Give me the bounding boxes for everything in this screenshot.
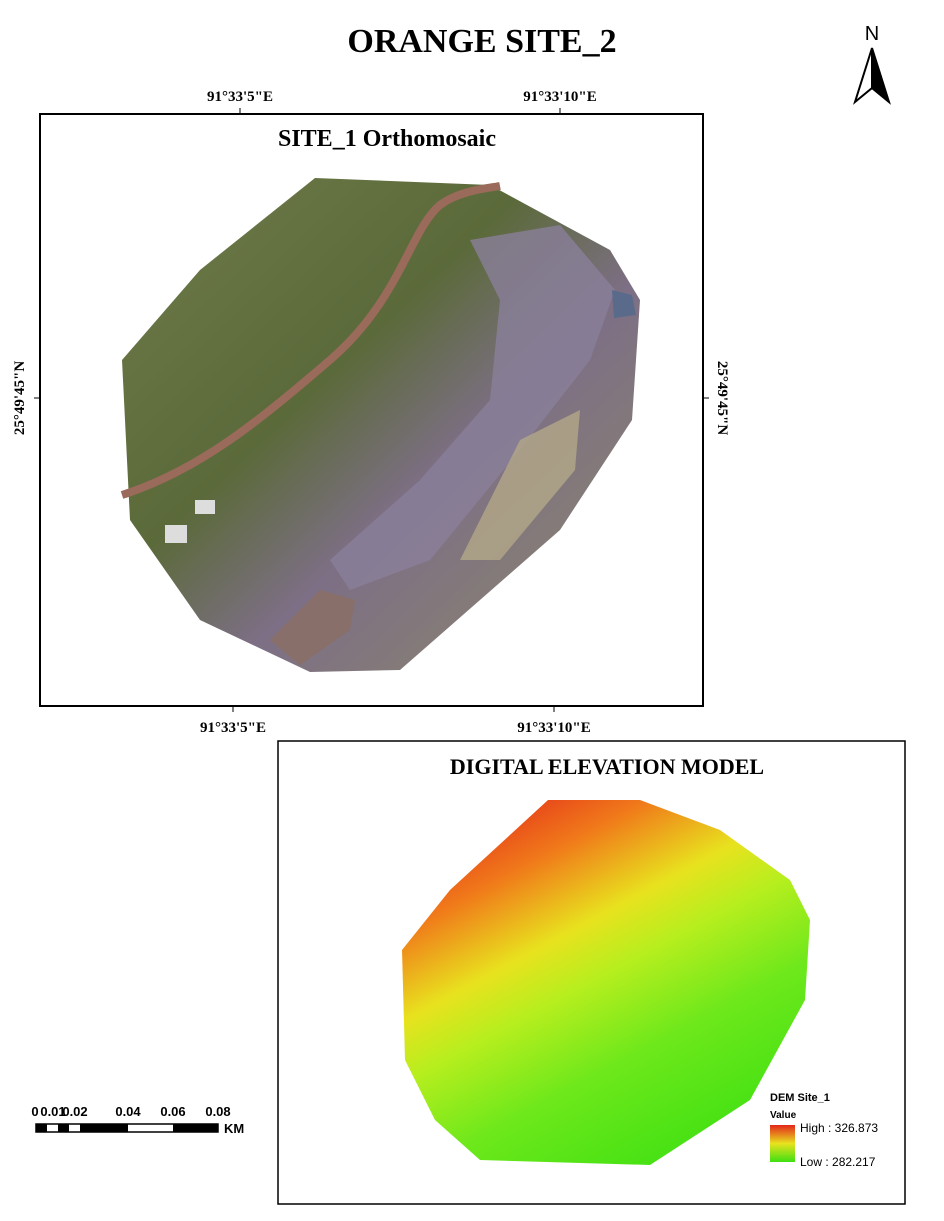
scale-label: 0.08 <box>205 1104 230 1119</box>
scale-unit: KM <box>224 1121 244 1136</box>
lon-label: 91°33'5"E <box>200 720 266 736</box>
scale-label: 0.04 <box>115 1104 141 1119</box>
scale-bar: 0 0.01 0.02 0.04 0.06 0.08 KM <box>31 1104 244 1136</box>
north-arrow: N <box>853 23 891 105</box>
dem-image <box>402 800 810 1165</box>
page-title: ORANGE SITE_2 <box>347 23 616 60</box>
legend-high: High : 326.873 <box>800 1121 878 1135</box>
lon-label: 91°33'5"E <box>207 89 273 105</box>
legend-title: DEM Site_1 <box>770 1092 830 1104</box>
lat-label: 25°49'45"N <box>714 361 730 435</box>
scale-label: 0.02 <box>62 1104 87 1119</box>
orthomosaic-panel: 91°33'5"E 91°33'10"E 91°33'5"E 91°33'10"… <box>12 89 730 736</box>
scale-label: 0.01 <box>40 1104 65 1119</box>
legend-subtitle: Value <box>770 1110 797 1121</box>
lon-label: 91°33'10"E <box>517 720 591 736</box>
north-label: N <box>865 23 879 45</box>
scale-label: 0.06 <box>160 1104 185 1119</box>
legend-low: Low : 282.217 <box>800 1155 876 1169</box>
legend-ramp <box>770 1125 795 1162</box>
lon-label: 91°33'10"E <box>523 89 597 105</box>
panel-title: DIGITAL ELEVATION MODEL <box>450 754 764 779</box>
orthomosaic-image <box>120 178 640 672</box>
lat-label: 25°49'45"N <box>12 361 28 435</box>
panel-title: SITE_1 Orthomosaic <box>278 126 496 152</box>
dem-panel: DIGITAL ELEVATION MODEL DEM Site_1 Value… <box>277 740 906 1205</box>
scale-label: 0 <box>31 1104 38 1119</box>
